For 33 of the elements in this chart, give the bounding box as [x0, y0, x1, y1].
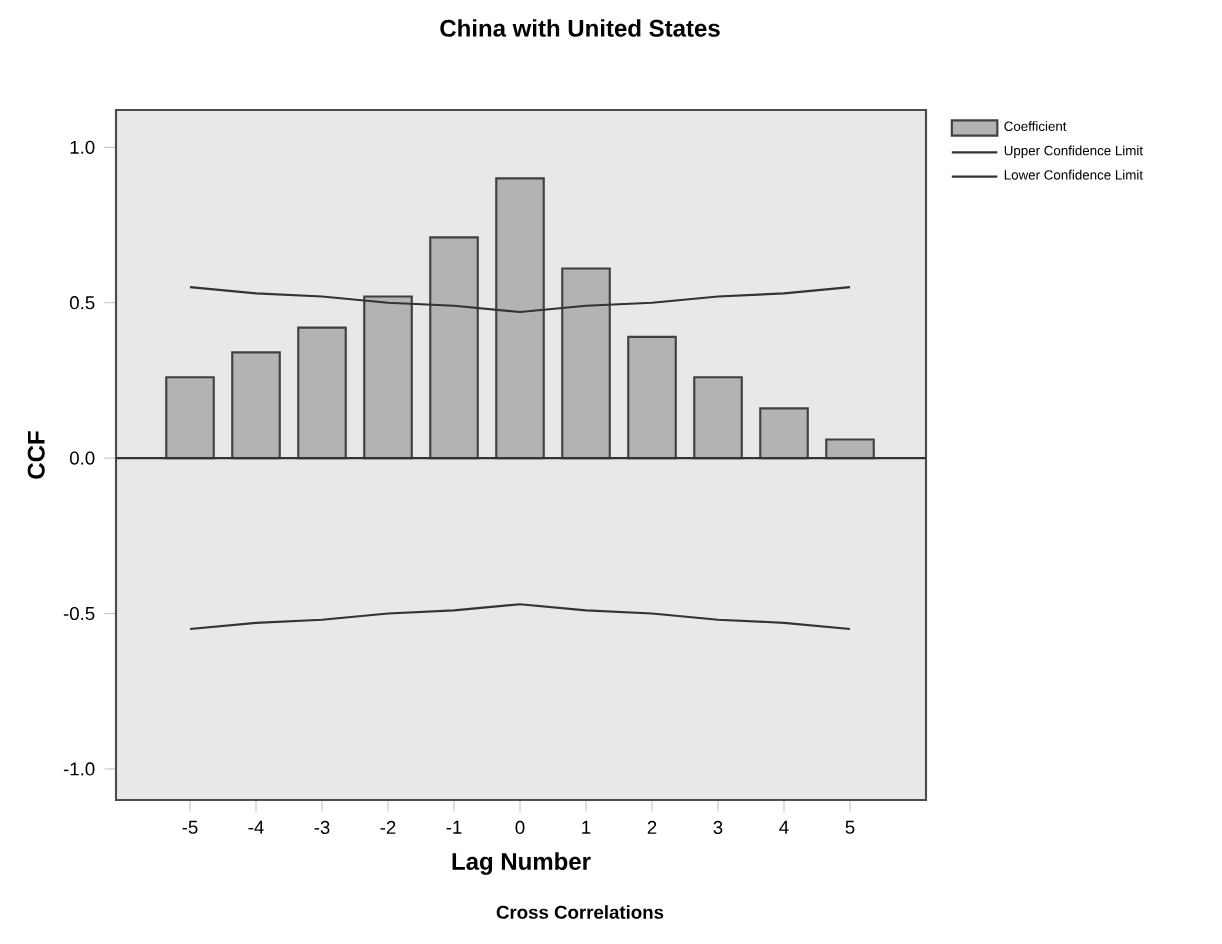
- x-axis-title: Lag Number: [452, 852, 591, 875]
- y-tick-label: -1.0: [63, 762, 95, 776]
- x-tick-label: -1: [446, 820, 462, 834]
- y-tick-label: 0.5: [69, 296, 95, 310]
- bar: [429, 236, 479, 460]
- bar: [363, 295, 413, 460]
- x-tick-label: 0: [515, 820, 525, 835]
- bar: [495, 177, 545, 460]
- bar: [297, 326, 347, 460]
- line-series: [188, 286, 852, 314]
- y-tick-label: -0.5: [63, 606, 95, 621]
- bar: [627, 335, 677, 460]
- bar: [231, 351, 281, 460]
- x-tick-label: 5: [845, 820, 855, 834]
- x-tick-label: 4: [779, 820, 789, 834]
- x-tick-label: 3: [713, 820, 723, 835]
- chart-title: China with United States: [440, 19, 720, 37]
- line-series: [188, 603, 852, 631]
- y-tick-label: 1.0: [70, 140, 95, 154]
- x-tick-label: 2: [647, 820, 657, 834]
- bar: [561, 267, 611, 460]
- y-tick-label: 0.0: [69, 451, 95, 465]
- bar: [759, 407, 809, 460]
- bar: [693, 376, 743, 460]
- x-tick-label: -3: [314, 820, 330, 835]
- x-tick-label: -2: [380, 820, 396, 834]
- x-tick-label: -4: [248, 820, 264, 834]
- text: Cross Correlations: [496, 905, 664, 919]
- x-tick-label: -5: [182, 820, 198, 834]
- bar: [165, 376, 215, 460]
- y-axis-title: CCF: [27, 431, 45, 479]
- bar: [825, 438, 875, 460]
- x-tick-label: 1: [582, 820, 591, 834]
